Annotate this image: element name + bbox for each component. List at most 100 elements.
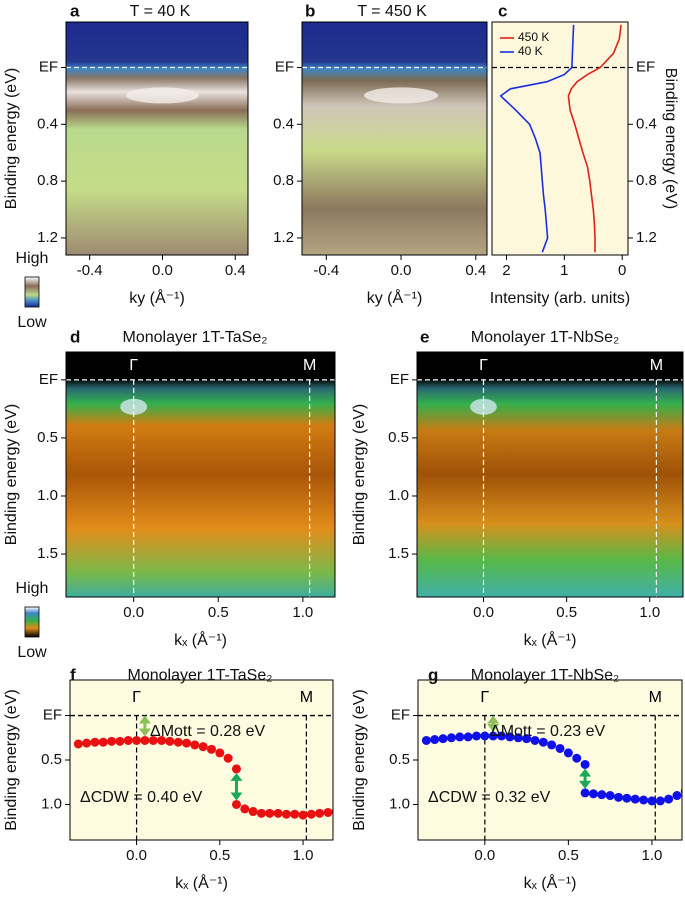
axes-frame <box>491 21 629 256</box>
y-tick-label: 1.5 <box>37 545 58 562</box>
curve <box>567 24 622 253</box>
x-tick-label: 1.0 <box>292 604 313 621</box>
plot-area <box>418 680 682 840</box>
symmetry-label: Γ <box>479 357 488 374</box>
data-point <box>281 809 291 819</box>
intensity-glow <box>364 87 439 104</box>
plot-area <box>66 352 335 597</box>
symmetry-label: Γ <box>480 689 489 706</box>
data-point <box>165 736 175 746</box>
data-point <box>157 735 167 745</box>
data-point <box>505 732 515 742</box>
data-point <box>588 789 598 799</box>
panel-title: Monolayer 1T-TaSe₂ <box>123 329 268 346</box>
heatmap-image <box>302 22 487 255</box>
data-point <box>240 804 250 814</box>
axes-frame <box>301 21 488 256</box>
y-tick-label: 1.5 <box>388 545 409 562</box>
data-point <box>664 794 674 804</box>
arrow-head <box>138 728 151 737</box>
data-point <box>563 748 573 758</box>
panel-title: Monolayer 1T-TaSe₂ <box>128 667 273 684</box>
y-tick-label: 0.8 <box>636 172 657 189</box>
legend-label: 450 K <box>518 30 549 44</box>
data-point <box>273 808 283 818</box>
panel-letter: g <box>428 665 438 684</box>
x-axis-label: kₓ (Å⁻¹) <box>174 630 227 649</box>
axes-frame <box>65 351 336 598</box>
heatmap-image <box>66 352 335 597</box>
heatmap-image <box>66 22 248 255</box>
data-point <box>115 736 125 746</box>
panel-letter: a <box>70 1 80 20</box>
colorbar-label: High <box>16 250 49 267</box>
panel-letter: c <box>498 1 507 20</box>
data-point <box>223 753 233 763</box>
symmetry-label: M <box>300 689 313 706</box>
data-point <box>82 738 92 748</box>
data-point <box>132 735 142 745</box>
y-tick-label: 1.0 <box>37 487 58 504</box>
axes-frame <box>65 21 249 256</box>
colorbar-label: Low <box>17 314 47 331</box>
y-tick-label: 0.4 <box>37 115 58 132</box>
data-point <box>647 796 657 806</box>
x-axis-label: ky (Å⁻¹) <box>367 288 423 307</box>
colorbar-label: Low <box>17 644 47 661</box>
symmetry-label: Γ <box>132 689 141 706</box>
data-point <box>438 734 448 744</box>
data-point <box>206 744 216 754</box>
x-tick-label: 0.0 <box>126 847 147 864</box>
arrow-head <box>230 792 243 801</box>
gap-label: ΔMott = 0.28 eV <box>150 723 266 740</box>
x-tick-label: -0.4 <box>77 262 103 279</box>
data-point <box>430 735 440 745</box>
data-point <box>630 794 640 804</box>
x-tick-label: 0.0 <box>391 262 412 279</box>
data-point <box>198 742 208 752</box>
panel-title: Monolayer 1T-NbSe₂ <box>471 329 620 346</box>
data-point <box>182 738 192 748</box>
y-tick-label: 1.2 <box>636 229 657 246</box>
plot-area <box>417 352 683 597</box>
data-point <box>538 737 548 747</box>
y-tick-label: EF <box>391 707 410 724</box>
y-axis-label: Binding energy (eV) <box>3 404 20 545</box>
plot-area <box>70 680 333 840</box>
x-tick-label: 1 <box>560 262 568 279</box>
data-point <box>90 737 100 747</box>
x-axis-label: kₓ (Å⁻¹) <box>524 873 577 892</box>
y-axis-label: Binding energy (eV) <box>662 68 679 209</box>
symmetry-label: M <box>649 689 662 706</box>
y-tick-label: 0.8 <box>273 172 294 189</box>
data-point <box>672 791 682 801</box>
arrow-head <box>487 715 500 724</box>
x-tick-label: 0.0 <box>474 847 495 864</box>
data-point <box>256 808 266 818</box>
y-tick-label: 1.0 <box>41 795 62 812</box>
symmetry-label: M <box>650 357 663 374</box>
y-tick-label: 0.5 <box>388 429 409 446</box>
x-tick-label: -0.4 <box>313 262 339 279</box>
y-tick-label: 0.5 <box>37 429 58 446</box>
data-point <box>530 735 540 745</box>
y-tick-label: 0.4 <box>273 115 294 132</box>
gap-label: ΔMott = 0.23 eV <box>490 723 606 740</box>
y-tick-label: EF <box>39 371 58 388</box>
data-point <box>98 737 108 747</box>
arrow-head <box>230 772 243 781</box>
axes-frame <box>416 351 684 598</box>
y-tick-label: 1.0 <box>389 795 410 812</box>
x-tick-label: 0.5 <box>209 847 230 864</box>
x-axis-label: kₓ (Å⁻¹) <box>175 873 228 892</box>
x-axis-label: Intensity (arb. units) <box>490 290 631 307</box>
data-point <box>173 737 183 747</box>
panel-letter: e <box>420 327 429 346</box>
x-axis-label: kₓ (Å⁻¹) <box>524 630 577 649</box>
x-tick-label: 0.5 <box>208 604 229 621</box>
colorbar-label: High <box>16 580 49 597</box>
data-point <box>572 753 582 763</box>
data-point <box>614 792 624 802</box>
colorbar <box>24 606 40 638</box>
